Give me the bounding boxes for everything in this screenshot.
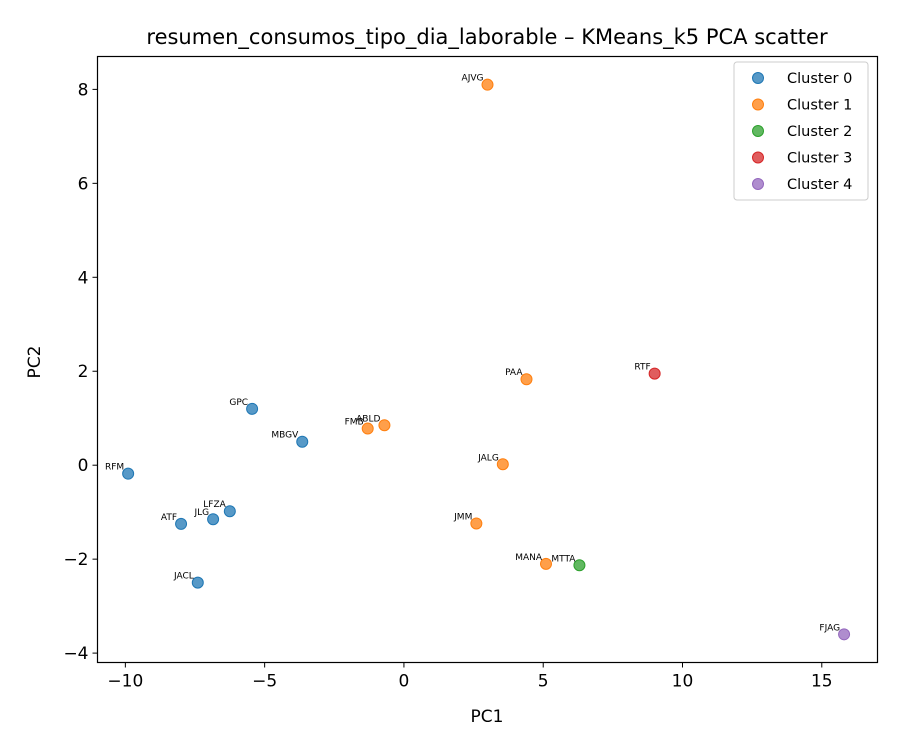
y-tick-label: 4	[78, 268, 89, 288]
data-point-mtta	[573, 559, 586, 572]
data-point-fmb	[361, 422, 374, 435]
data-point-ajvg	[481, 78, 494, 91]
point-label-mbgv: MBGV	[271, 431, 299, 441]
x-tick-label: 0	[399, 672, 410, 692]
data-point-jlg	[207, 513, 220, 526]
point-label-paa: PAA	[505, 368, 523, 378]
data-point-mana	[540, 557, 552, 570]
y-tick-label: 6	[78, 174, 89, 194]
x-tick-label: 5	[538, 672, 549, 692]
point-label-fmb: FMB	[345, 418, 364, 428]
y-axis-label: PC2	[25, 346, 45, 379]
point-label-rtf: RTF	[634, 363, 650, 373]
data-point-paa	[520, 373, 533, 386]
x-axis-label: PC1	[471, 707, 504, 727]
y-tick-label: 2	[78, 362, 89, 382]
point-label-jacl: JACL	[173, 572, 194, 582]
x-axis-ticks: −10 −5 0 5 10 15	[107, 662, 833, 692]
legend-marker-cluster-2	[752, 125, 764, 137]
legend-label-cluster-1: Cluster 1	[787, 98, 852, 114]
y-tick-label: 8	[78, 80, 89, 100]
data-point-rtf	[648, 367, 661, 380]
y-tick-label: −2	[63, 550, 88, 570]
data-point-fjag	[838, 628, 851, 641]
point-label-jalg: JALG	[477, 453, 499, 463]
legend-marker-cluster-3	[752, 151, 764, 164]
data-point-atf	[175, 517, 188, 530]
point-label-jlg: JLG	[193, 508, 209, 518]
point-label-abld: ABLD	[356, 414, 380, 424]
x-tick-label: 15	[811, 672, 833, 692]
legend-marker-cluster-4	[752, 178, 764, 190]
y-tick-label: 0	[78, 456, 89, 476]
point-label-lfza: LFZA	[203, 500, 226, 510]
point-label-ajvg: AJVG	[462, 74, 484, 84]
point-label-gpc: GPC	[229, 398, 248, 408]
point-label-mtta: MTTA	[551, 554, 576, 564]
legend-label-cluster-3: Cluster 3	[787, 151, 852, 167]
data-point-mbgv	[296, 435, 309, 448]
data-point-jacl	[191, 576, 204, 589]
legend-marker-cluster-0	[752, 72, 764, 84]
x-tick-label: 10	[672, 672, 694, 692]
data-point-lfza	[223, 505, 236, 518]
point-label-fjag: FJAG	[819, 623, 840, 633]
chart-title: resumen_consumos_tipo_dia_laborable – KM…	[146, 25, 828, 50]
data-point-rfm	[122, 467, 135, 480]
legend-label-cluster-2: Cluster 2	[787, 124, 852, 140]
point-label-atf: ATF	[161, 513, 177, 523]
data-points	[122, 78, 851, 641]
axes-frame	[96, 55, 879, 664]
data-point-jalg	[496, 458, 509, 471]
point-label-rfm: RFM	[105, 463, 124, 473]
y-tick-label: −4	[63, 644, 88, 664]
legend-label-cluster-0: Cluster 0	[787, 71, 852, 87]
x-tick-label: −10	[107, 672, 143, 692]
legend-box	[733, 61, 869, 201]
point-label-jmm: JMM	[453, 512, 472, 522]
data-point-abld	[378, 419, 391, 432]
legend: Cluster 0 Cluster 1 Cluster 2 Cluster 3 Clus…	[733, 61, 869, 201]
legend-label-cluster-4: Cluster 4	[787, 177, 852, 193]
legend-marker-cluster-1	[752, 98, 764, 111]
y-axis-ticks: −4 −2 0 2 4 6 8	[63, 80, 98, 664]
point-label-mana: MANA	[515, 553, 543, 563]
x-tick-label: −5	[252, 672, 277, 692]
data-point-jmm	[470, 517, 483, 530]
data-point-gpc	[246, 402, 259, 415]
